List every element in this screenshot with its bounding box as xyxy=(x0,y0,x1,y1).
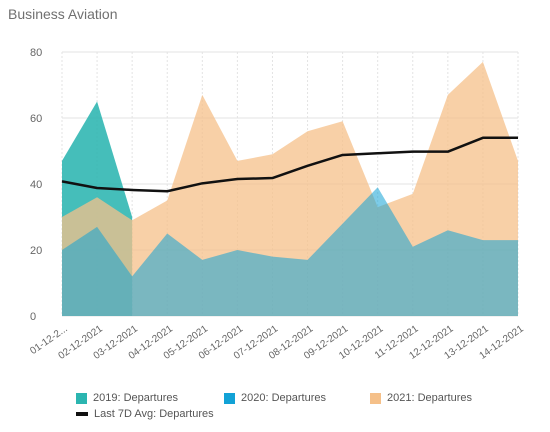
legend-item-2020[interactable]: 2020: Departures xyxy=(224,392,326,404)
y-axis: 0 20 40 60 80 xyxy=(30,47,42,323)
y-tick-label: 20 xyxy=(30,245,42,257)
x-axis: 01-12-2...02-12-202103-12-202104-12-2021… xyxy=(28,323,526,362)
y-tick-label: 40 xyxy=(30,179,42,191)
legend-item-2021[interactable]: 2021: Departures xyxy=(370,392,472,404)
legend-swatch-avg xyxy=(76,412,88,416)
legend-label-avg: Last 7D Avg: Departures xyxy=(94,408,214,420)
legend-label-2021: 2021: Departures xyxy=(387,392,472,404)
legend-swatch-2019 xyxy=(76,392,87,404)
y-tick-label: 0 xyxy=(30,311,36,323)
plot-lines xyxy=(61,136,518,193)
y-tick-label: 80 xyxy=(30,47,42,59)
chart-canvas: 0 20 40 60 80 01-12-2...02-12-202103-12-2021… xyxy=(28,47,526,362)
legend-item-avg[interactable]: Last 7D Avg: Departures xyxy=(76,408,214,420)
legend-label-2020: 2020: Departures xyxy=(241,392,326,404)
legend: 2019: Departures 2020: Departures 2021: … xyxy=(0,384,550,430)
legend-swatch-2021 xyxy=(370,392,381,404)
line-series-last-7d-avg[interactable] xyxy=(61,136,518,193)
legend-swatch-2020 xyxy=(224,392,235,404)
area-series-s2020[interactable] xyxy=(62,187,518,316)
y-tick-label: 60 xyxy=(30,113,42,125)
legend-item-2019[interactable]: 2019: Departures xyxy=(76,392,178,404)
chart-title: Business Aviation xyxy=(8,6,118,22)
plot-areas xyxy=(62,61,518,317)
legend-label-2019: 2019: Departures xyxy=(93,392,178,404)
